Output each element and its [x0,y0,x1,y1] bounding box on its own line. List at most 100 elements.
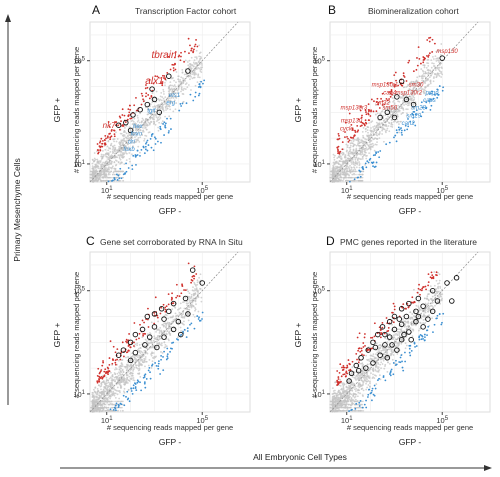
y-inner-label: # sequencing reads mapped per gene [310,47,319,173]
gene-point [150,341,153,344]
gene-point [127,356,129,358]
enriched-point [357,129,360,132]
gene-point [101,163,104,166]
gene-point [355,153,358,156]
gene-point [353,173,356,176]
gene-point [128,380,131,382]
gene-point [348,173,350,176]
gene-point [405,325,408,328]
gene-point [376,141,378,143]
gene-point [114,389,117,392]
gene-point [140,363,143,365]
gene-point [190,56,193,59]
gene-point [163,341,166,344]
gene-point [131,153,133,156]
gene-point [338,176,340,179]
gene-label: msp130r2 [395,90,422,96]
gene-point [399,97,402,99]
gene-point [177,308,179,311]
gene-point [379,112,382,115]
gene-point [200,68,203,71]
gene-point [440,76,443,78]
enriched-point [422,59,425,61]
enriched-point [96,143,99,145]
gene-point [111,374,114,376]
enriched-point [401,84,404,87]
gene-point [147,364,150,367]
enriched-point [375,110,378,113]
gene-point [180,81,183,84]
gene-point [360,158,363,161]
enriched-point [154,75,157,78]
gene-point [103,382,106,385]
gene-point [109,176,111,179]
gene-point [121,148,124,151]
depleted-point [115,402,118,405]
highlighted-gene [115,122,122,128]
enriched-point [174,51,177,53]
gene-point [435,75,438,78]
gene-point [365,388,368,391]
gene-point [119,406,121,409]
enriched-point [179,59,182,62]
gene-point [197,73,200,76]
enriched-point [344,136,346,139]
gene-point [192,293,195,296]
depleted-point [436,96,439,99]
depleted-point [118,177,121,180]
gene-point [154,123,157,126]
highlighted-gene [123,119,129,126]
depleted-point [132,384,135,387]
gene-point [89,176,92,179]
gene-point [421,69,424,72]
enriched-point [367,103,370,106]
depleted-point [164,122,167,125]
gene-point [351,366,354,369]
gene-point [105,167,108,170]
depleted-point [194,91,197,94]
enriched-point [109,138,112,141]
depleted-point [130,390,133,392]
gene-point [144,365,146,368]
gene-point [150,354,153,357]
gene-point [136,120,139,123]
depleted-point [196,315,199,317]
gene-point [154,106,157,109]
gene-point [110,393,113,396]
gene-point [369,133,372,136]
gene-point [188,292,191,295]
depleted-point [372,154,375,157]
depleted-point [192,99,195,102]
enriched-point [141,319,144,322]
gene-point [362,135,364,137]
gene-point [352,140,355,142]
gene-point [192,65,195,67]
depleted-point [162,356,164,358]
gene-point [169,100,171,103]
gene-point [92,388,95,391]
gene-point [117,374,120,377]
gene-point [405,103,408,106]
enriched-point [412,70,415,73]
gene-point [128,149,131,151]
gene-point [114,400,117,403]
enriched-point [339,150,342,153]
depleted-point [377,151,380,153]
gene-point [103,400,105,403]
gene-point [98,403,100,406]
gene-point [369,143,372,146]
depleted-point [131,164,134,167]
enriched-point [100,137,103,140]
enriched-point [140,103,143,106]
gene-label: msp130 [436,49,458,55]
enriched-point [105,137,107,140]
gene-point [167,105,170,108]
enriched-point [177,55,180,58]
gene-point [129,369,132,371]
gene-point [346,170,348,173]
gene-point [422,90,425,93]
highlighted-gene [127,127,134,134]
gene-point [194,56,197,59]
gene-point [398,109,401,112]
